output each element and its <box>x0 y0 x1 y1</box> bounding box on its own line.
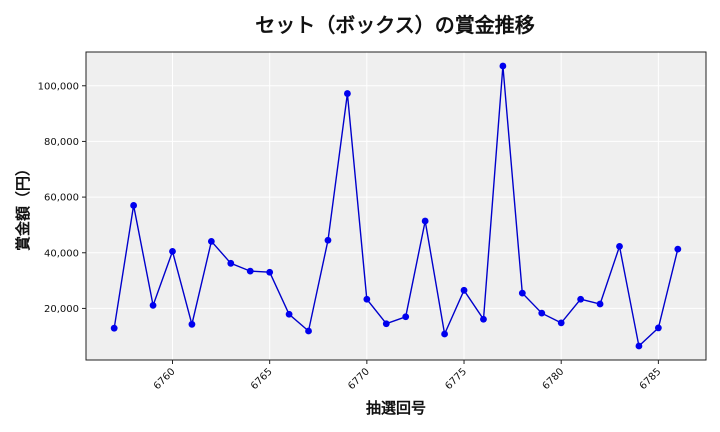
x-tick-label: 6785 <box>638 366 664 392</box>
data-point <box>460 286 468 294</box>
data-point <box>674 245 682 253</box>
y-tick-label: 40,000 <box>44 248 79 259</box>
data-point <box>654 324 662 332</box>
data-point <box>499 62 507 70</box>
data-point <box>596 300 604 308</box>
grid <box>86 52 706 360</box>
data-point <box>149 301 157 309</box>
data-point <box>188 320 196 328</box>
y-tick-label: 20,000 <box>44 304 79 315</box>
x-tick-label: 6770 <box>346 366 372 392</box>
data-point <box>518 289 526 297</box>
data-point <box>344 90 351 97</box>
data-point <box>480 315 487 323</box>
x-tick-label: 6775 <box>443 366 469 392</box>
y-axis-ticks: 20,000 40,000 60,000 80,000 100,000 <box>38 81 86 315</box>
chart-title: セット（ボックス）の賞金推移 <box>255 13 534 37</box>
data-point <box>635 342 643 350</box>
data-point <box>169 247 176 255</box>
data-point <box>246 267 254 275</box>
y-tick-label: 100,000 <box>38 81 79 92</box>
data-point <box>557 319 565 327</box>
data-point <box>324 236 332 244</box>
x-axis-ticks: 6760 6765 6770 6775 6780 6785 <box>152 360 664 392</box>
data-point <box>421 217 429 225</box>
data-point <box>441 330 448 338</box>
data-point <box>402 313 410 321</box>
data-point <box>110 324 118 332</box>
data-point <box>577 295 585 303</box>
series-points <box>110 62 682 350</box>
data-point <box>285 310 293 318</box>
x-tick-label: 6760 <box>152 366 178 392</box>
plot-frame <box>85 51 707 361</box>
x-axis-label: 抽選回号 <box>366 399 426 417</box>
data-point <box>207 237 215 245</box>
x-tick-label: 6780 <box>541 366 567 392</box>
y-tick-label: 80,000 <box>44 137 79 148</box>
x-tick-label: 6765 <box>249 366 275 392</box>
data-point <box>305 327 312 335</box>
y-tick-label: 60,000 <box>44 193 79 204</box>
data-point <box>130 202 138 209</box>
data-point <box>538 309 546 317</box>
plot-area <box>86 52 706 360</box>
data-point <box>616 242 623 250</box>
data-point <box>363 295 371 303</box>
data-point <box>227 259 235 267</box>
data-point <box>382 320 390 328</box>
y-axis-label: 賞金額（円） <box>14 161 32 251</box>
data-point <box>266 268 274 276</box>
